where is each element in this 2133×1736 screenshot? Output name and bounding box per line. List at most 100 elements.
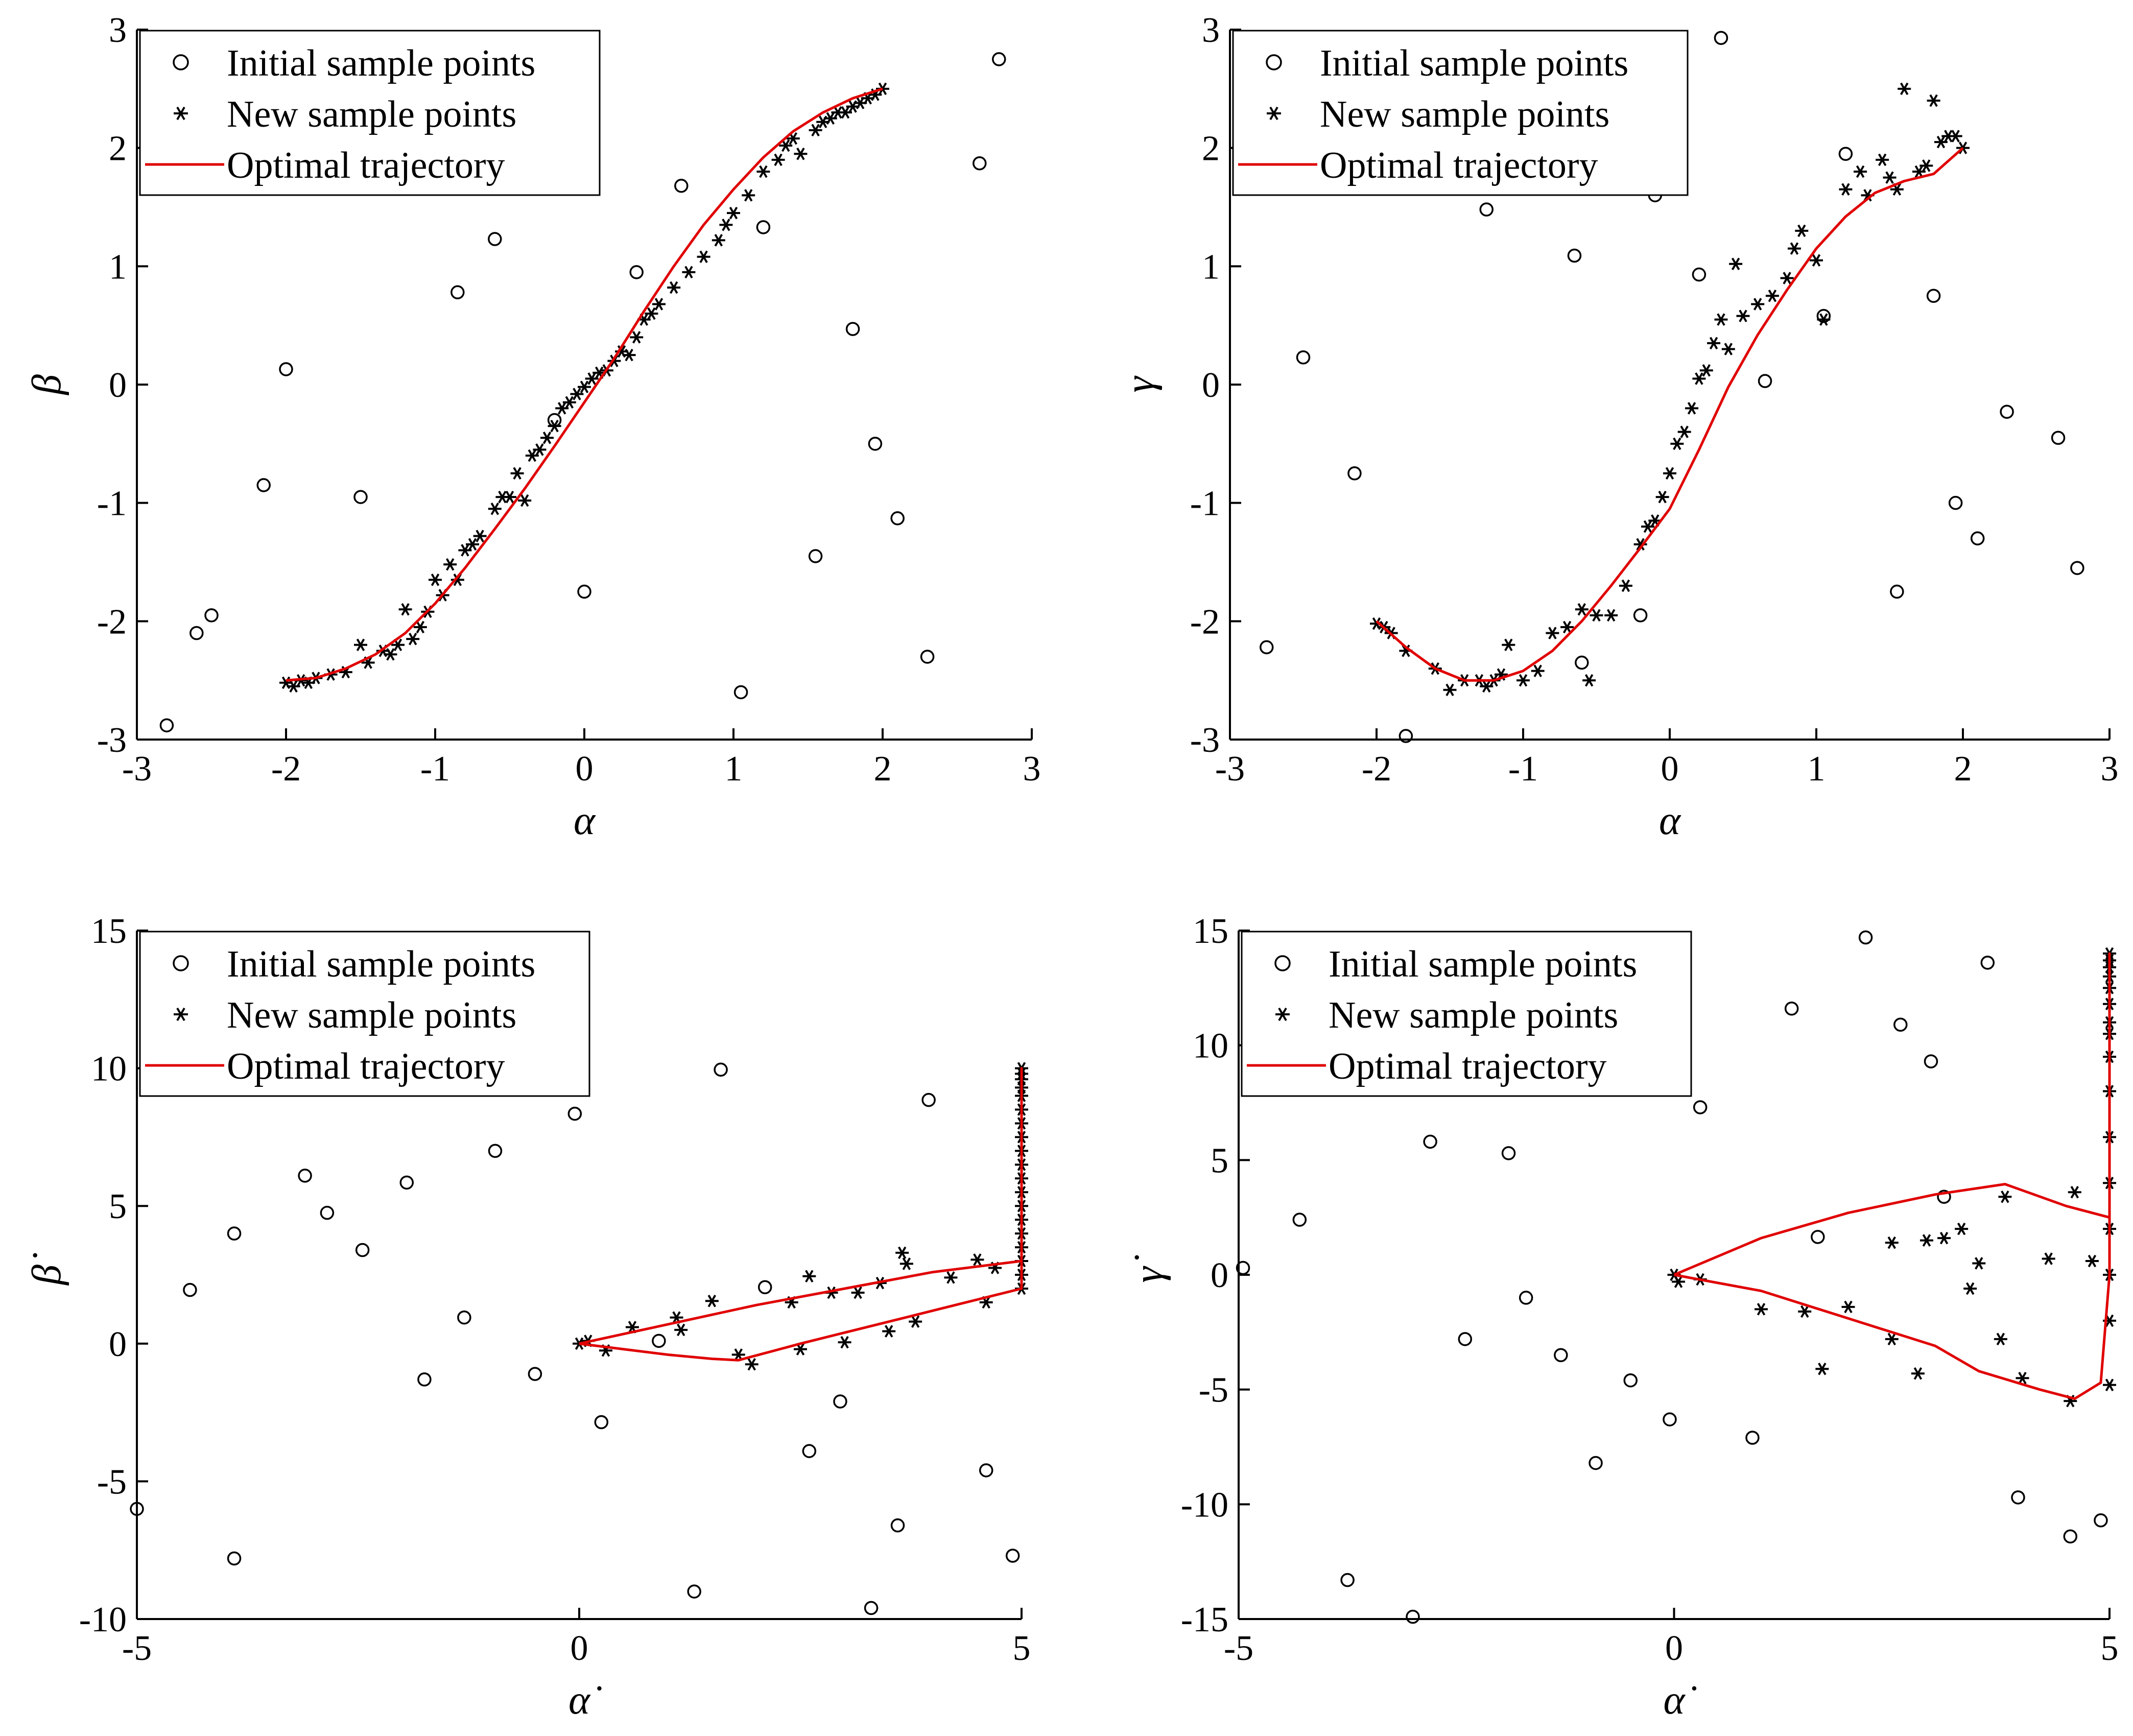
y-axis-label: γ bbox=[1118, 375, 1163, 393]
new-sample-point bbox=[1619, 579, 1632, 592]
legend-entry-label: New sample points bbox=[1329, 994, 1618, 1036]
y-tick-label: -3 bbox=[1190, 721, 1220, 760]
x-tick-label: -5 bbox=[1224, 1629, 1253, 1668]
new-sample-point bbox=[2016, 1371, 2029, 1385]
y-tick-label: -1 bbox=[1190, 484, 1220, 524]
y-tick-label: -1 bbox=[97, 484, 127, 524]
new-sample-point bbox=[503, 490, 516, 504]
y-tick-label: 0 bbox=[1202, 366, 1220, 405]
x-tick-label: 0 bbox=[576, 749, 594, 789]
initial-sample-point bbox=[714, 1062, 728, 1077]
new-sample-point bbox=[1751, 298, 1765, 311]
legend-circle-icon bbox=[1274, 955, 1291, 971]
legend-entry-label: Initial sample points bbox=[227, 943, 535, 985]
new-sample-point bbox=[443, 558, 457, 571]
initial-sample-point bbox=[399, 1175, 414, 1190]
new-sample-point bbox=[548, 419, 561, 433]
x-axis-label: α̇ bbox=[1664, 1678, 1697, 1723]
initial-sample-point bbox=[992, 52, 1006, 66]
initial-sample-point bbox=[920, 650, 935, 664]
x-tick-label: -5 bbox=[122, 1629, 152, 1668]
legend-box bbox=[1232, 30, 1689, 196]
x-tick-label: -1 bbox=[1508, 749, 1538, 789]
initial-sample-point bbox=[2070, 561, 2084, 575]
new-sample-point bbox=[1582, 674, 1596, 687]
initial-sample-point bbox=[594, 1415, 609, 1430]
legend-entry-label: New sample points bbox=[227, 93, 516, 135]
new-sample-point bbox=[1633, 538, 1647, 551]
new-sample-point bbox=[578, 381, 591, 393]
initial-sample-point bbox=[577, 584, 591, 599]
initial-sample-point bbox=[451, 285, 465, 300]
initial-sample-point bbox=[1714, 31, 1728, 45]
new-sample-point bbox=[1956, 141, 1970, 154]
initial-sample-point bbox=[227, 1551, 242, 1566]
x-axis-label: α bbox=[1659, 798, 1681, 843]
x-tick-label: 0 bbox=[571, 1629, 588, 1668]
new-sample-point bbox=[1780, 272, 1794, 284]
initial-sample-point bbox=[979, 1463, 993, 1478]
y-axis-label: β̇ bbox=[25, 1253, 69, 1286]
initial-sample-point bbox=[1693, 1100, 1708, 1114]
initial-sample-point bbox=[2000, 405, 2014, 419]
new-sample-point bbox=[682, 266, 696, 279]
initial-sample-point bbox=[674, 179, 689, 193]
legend-asterisk-icon bbox=[174, 1007, 188, 1021]
new-sample-point bbox=[1876, 153, 1889, 167]
new-sample-point bbox=[1721, 343, 1735, 355]
new-sample-point bbox=[1670, 437, 1684, 450]
y-tick-label: 2 bbox=[1202, 129, 1220, 169]
legend: Initial sample points New sample points Op… bbox=[139, 931, 590, 1097]
legend-entry-label: Optimal trajectory bbox=[1320, 145, 1598, 186]
new-sample-point bbox=[1937, 1231, 1951, 1245]
new-sample-point bbox=[570, 388, 584, 400]
y-tick-label: 5 bbox=[1211, 1141, 1228, 1180]
series-line bbox=[286, 87, 883, 682]
initial-sample-point bbox=[159, 718, 174, 732]
initial-sample-point bbox=[528, 1367, 542, 1381]
new-sample-point bbox=[1817, 313, 1831, 326]
new-sample-point bbox=[1798, 1305, 1812, 1318]
series-circle bbox=[159, 52, 1006, 732]
new-sample-point bbox=[1911, 1367, 1925, 1380]
initial-sample-point bbox=[733, 685, 748, 700]
x-tick-label: 2 bbox=[1954, 749, 1972, 789]
initial-sample-point bbox=[1458, 1332, 1473, 1346]
initial-sample-point bbox=[1926, 289, 1941, 303]
initial-sample-point bbox=[1623, 1373, 1638, 1388]
x-tick-label: 1 bbox=[725, 749, 743, 789]
new-sample-point bbox=[1839, 183, 1853, 196]
initial-sample-point bbox=[1893, 1017, 1908, 1032]
new-sample-point bbox=[1736, 310, 1750, 322]
legend-entry-label: Initial sample points bbox=[1320, 42, 1628, 84]
legend-box bbox=[139, 30, 601, 196]
new-sample-point bbox=[1765, 289, 1779, 302]
x-tick-label: 0 bbox=[1661, 749, 1679, 789]
y-tick-label: 2 bbox=[109, 129, 127, 169]
series-circle bbox=[1260, 31, 2084, 743]
new-sample-point bbox=[944, 1271, 958, 1284]
new-sample-point bbox=[1787, 242, 1801, 255]
new-sample-point bbox=[1998, 1190, 2012, 1203]
legend-entry-label: Optimal trajectory bbox=[227, 145, 505, 186]
new-sample-point bbox=[466, 538, 479, 551]
x-tick-label: 5 bbox=[2101, 1629, 2119, 1668]
legend-entry-label: Optimal trajectory bbox=[1329, 1045, 1607, 1087]
initial-sample-point bbox=[2011, 1490, 2025, 1505]
new-sample-point bbox=[745, 1358, 759, 1371]
y-tick-label: 3 bbox=[109, 11, 127, 50]
initial-sample-point bbox=[629, 265, 644, 279]
initial-sample-point bbox=[802, 1444, 817, 1458]
new-sample-point bbox=[1443, 683, 1457, 696]
new-sample-point bbox=[899, 1257, 913, 1270]
initial-sample-point bbox=[1948, 495, 1963, 510]
initial-sample-point bbox=[189, 626, 204, 640]
new-sample-point bbox=[742, 189, 755, 202]
initial-sample-point bbox=[183, 1282, 197, 1297]
new-sample-point bbox=[2103, 1378, 2116, 1391]
initial-sample-point bbox=[1816, 308, 1831, 323]
series-asterisk bbox=[573, 1062, 1028, 1371]
new-sample-point bbox=[1604, 609, 1618, 622]
new-sample-point bbox=[1502, 638, 1515, 651]
